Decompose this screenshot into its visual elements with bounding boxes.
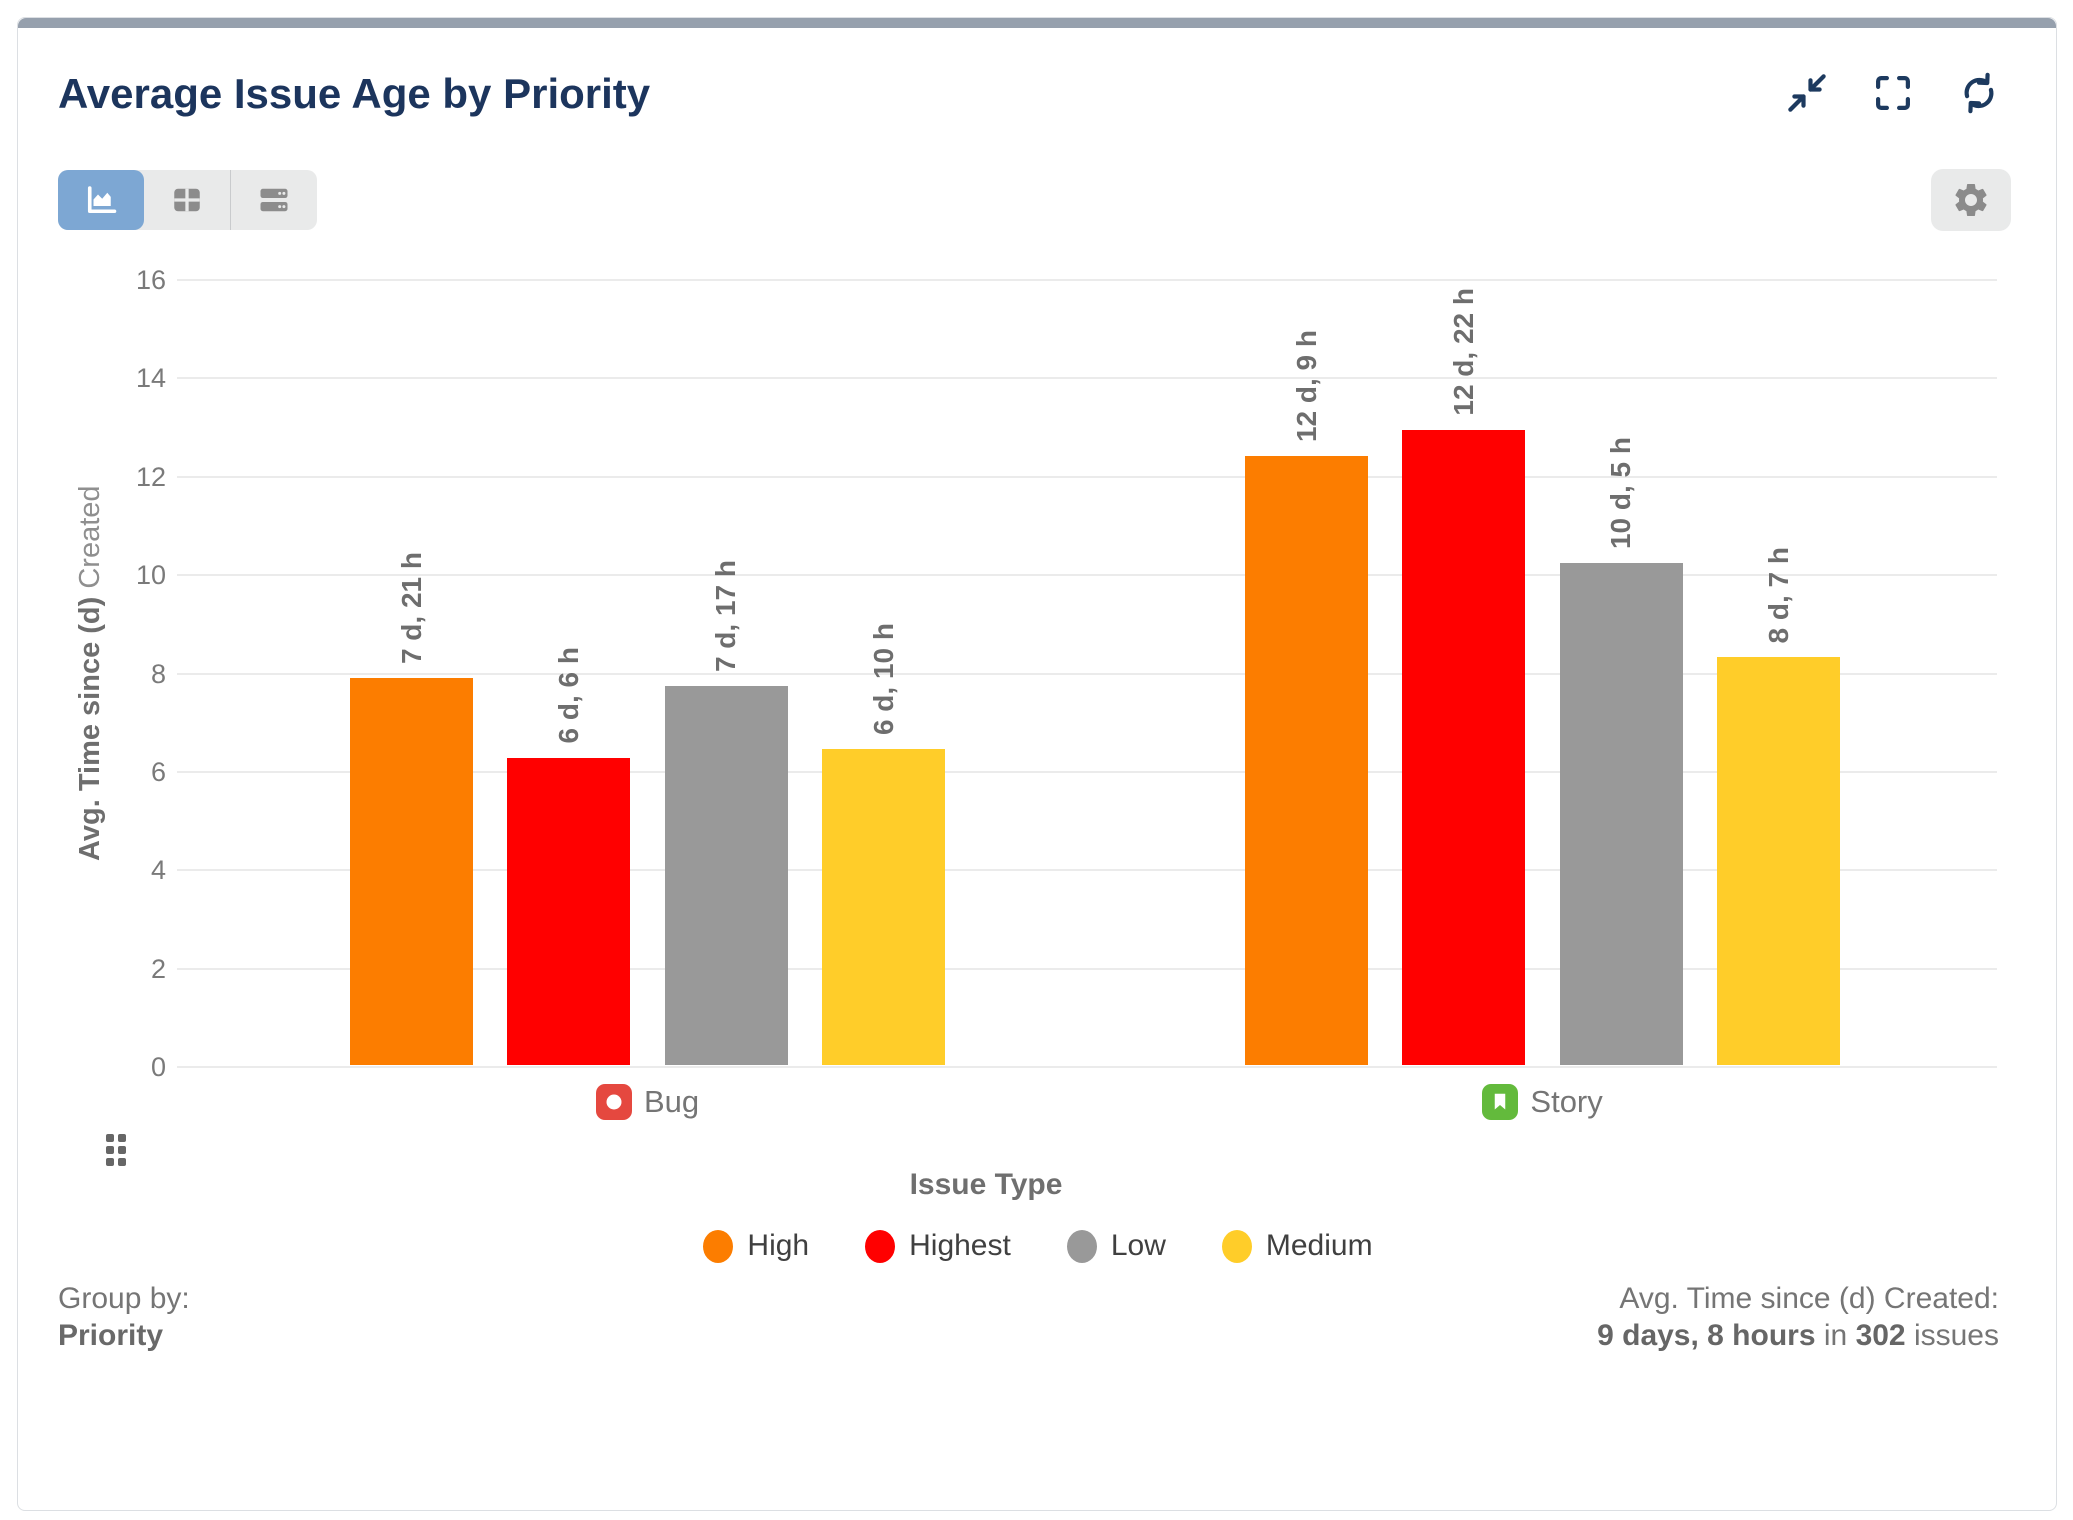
legend-color-dot bbox=[865, 1229, 896, 1263]
legend-color-dot bbox=[1221, 1229, 1252, 1263]
bar-bug-low[interactable] bbox=[664, 685, 788, 1065]
gadget-accent-bar bbox=[18, 18, 2056, 28]
view-table-button[interactable] bbox=[144, 170, 230, 230]
drag-handle[interactable] bbox=[106, 1134, 126, 1166]
view-chart-button[interactable] bbox=[58, 170, 144, 230]
gridline bbox=[177, 672, 1997, 675]
gridline bbox=[177, 869, 1997, 872]
view-switcher-divider bbox=[230, 170, 231, 230]
gear-icon bbox=[1951, 180, 1991, 220]
bar-bug-high[interactable] bbox=[350, 677, 473, 1065]
y-axis-tick-label: 16 bbox=[135, 265, 166, 295]
x-category-story: Story bbox=[1393, 1080, 1693, 1124]
legend-label: Medium bbox=[1265, 1229, 1373, 1262]
bar-story-medium[interactable] bbox=[1717, 657, 1841, 1065]
legend-label: High bbox=[747, 1229, 810, 1262]
view-switcher bbox=[58, 170, 317, 230]
gridline bbox=[177, 475, 1997, 478]
gridline bbox=[177, 1066, 1997, 1068]
bar-value-label: 10 d, 5 h bbox=[1605, 436, 1637, 549]
bug-issue-type-icon bbox=[596, 1084, 632, 1120]
table-grid-icon bbox=[169, 182, 205, 218]
fullscreen-icon bbox=[1872, 72, 1914, 114]
refresh-button[interactable] bbox=[1958, 72, 2000, 114]
collapse-button[interactable] bbox=[1786, 72, 1828, 114]
legend-item-medium[interactable]: Medium bbox=[1221, 1229, 1373, 1263]
group-by-value: Priority bbox=[58, 1319, 164, 1352]
summary-info: Avg. Time since (d) Created: 9 days, 8 h… bbox=[1597, 1280, 1999, 1354]
bar-bug-highest[interactable] bbox=[507, 757, 631, 1065]
chart-legend: High Highest Low Medium bbox=[18, 1226, 2058, 1266]
gadget-header-actions bbox=[1786, 72, 2000, 114]
x-axis-title: Issue Type bbox=[909, 1168, 1063, 1201]
x-category-bug: Bug bbox=[498, 1080, 798, 1124]
group-by-label: Group by: bbox=[58, 1282, 190, 1315]
fullscreen-button[interactable] bbox=[1872, 72, 1914, 114]
bar-value-label: 12 d, 22 h bbox=[1447, 288, 1479, 416]
legend-item-highest[interactable]: Highest bbox=[865, 1229, 1011, 1263]
legend-item-high[interactable]: High bbox=[703, 1229, 809, 1263]
gridline bbox=[177, 574, 1997, 577]
bar-bug-medium[interactable] bbox=[822, 749, 946, 1065]
view-rows-button[interactable] bbox=[231, 170, 317, 230]
y-axis-tick-label: 8 bbox=[150, 658, 166, 689]
legend-color-dot bbox=[1066, 1229, 1097, 1263]
gridline bbox=[177, 967, 1997, 970]
gridline bbox=[177, 377, 1997, 380]
bar-value-label: 12 d, 9 h bbox=[1290, 330, 1322, 443]
settings-button[interactable] bbox=[1931, 169, 2011, 231]
area-chart-icon bbox=[83, 182, 119, 218]
bar-value-label: 7 d, 17 h bbox=[710, 559, 742, 672]
x-category-label: Story bbox=[1530, 1084, 1603, 1119]
y-axis-tick-label: 14 bbox=[135, 363, 166, 394]
y-axis-tick-label: 10 bbox=[135, 560, 166, 591]
bar-story-highest[interactable] bbox=[1402, 429, 1526, 1065]
y-axis-tick-label: 12 bbox=[135, 461, 166, 492]
legend-item-low[interactable]: Low bbox=[1066, 1229, 1166, 1263]
legend-label: Low bbox=[1110, 1229, 1166, 1262]
gridline bbox=[177, 770, 1997, 773]
group-by-info: Group by: Priority bbox=[58, 1280, 190, 1354]
gadget-title: Average Issue Age by Priority bbox=[58, 70, 651, 117]
refresh-icon bbox=[1958, 72, 2000, 114]
gridline bbox=[177, 279, 1997, 281]
collapse-icon bbox=[1786, 72, 1828, 114]
y-axis-title: Avg. Time since (d) Created bbox=[74, 485, 106, 862]
y-axis-tick-label: 4 bbox=[150, 855, 166, 886]
story-issue-type-icon bbox=[1482, 1084, 1519, 1120]
summary-value: 9 days, 8 hours in 302 issues bbox=[1597, 1319, 1999, 1352]
legend-label: Highest bbox=[909, 1229, 1011, 1262]
y-axis-tick-label: 2 bbox=[150, 953, 166, 984]
bar-value-label: 6 d, 10 h bbox=[867, 623, 899, 736]
bar-value-label: 8 d, 7 h bbox=[1762, 546, 1794, 644]
x-category-label: Bug bbox=[644, 1084, 700, 1119]
rows-list-icon bbox=[256, 182, 292, 218]
summary-label: Avg. Time since (d) Created: bbox=[1619, 1282, 1999, 1315]
gadget-card: Average Issue Age by Priority 0 2 4 6 8 10 12 1… bbox=[17, 17, 2057, 1511]
bar-story-low[interactable] bbox=[1559, 562, 1683, 1065]
bar-value-label: 7 d, 21 h bbox=[395, 551, 427, 664]
y-axis-tick-label: 0 bbox=[150, 1052, 166, 1082]
bar-story-high[interactable] bbox=[1245, 456, 1368, 1065]
legend-color-dot bbox=[703, 1229, 734, 1263]
y-axis-tick-label: 6 bbox=[150, 756, 166, 787]
bar-value-label: 6 d, 6 h bbox=[552, 647, 584, 744]
